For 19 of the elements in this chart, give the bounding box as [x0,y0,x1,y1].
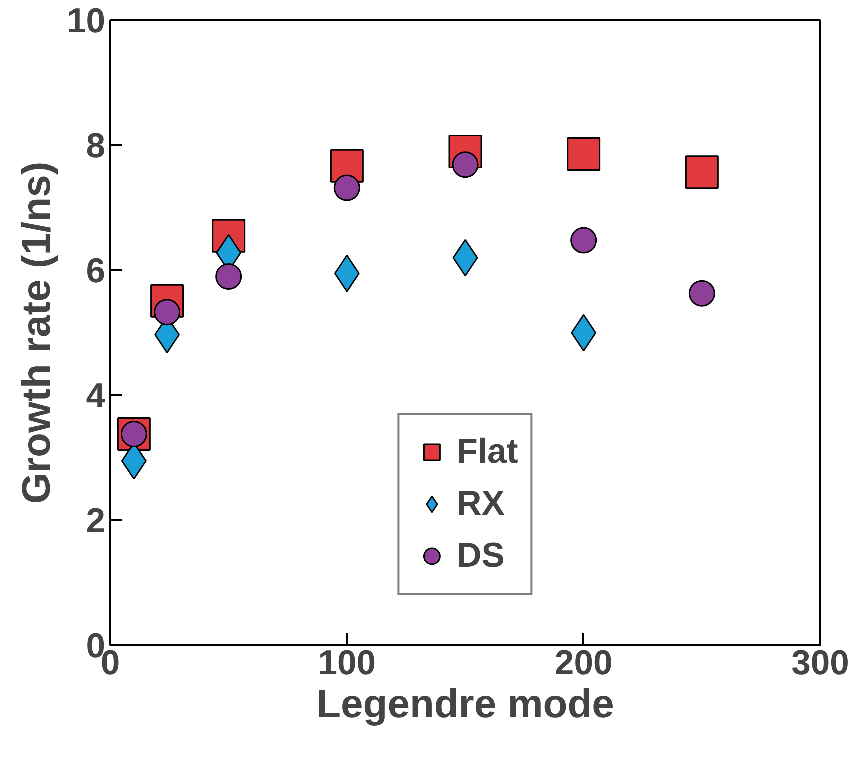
y-tick-label: 4 [86,378,106,416]
x-axis-title: Legendre mode [316,682,614,726]
point [688,280,716,307]
y-axis-title: Growth rate (1/ns) [14,162,59,504]
x-tick-label: 300 [792,644,850,682]
y-tick-label: 2 [86,502,106,540]
legend-label: DS [456,536,505,576]
point [685,156,719,190]
x-tick-label: 100 [318,644,376,682]
legend-label: Flat [456,432,518,472]
point [216,264,242,290]
point [567,138,601,171]
y-tick-label: 8 [86,128,106,166]
y-tick-label: 6 [86,252,106,290]
x-tick-label: 200 [554,644,613,682]
point [334,174,360,202]
y-tick-label: 10 [66,2,106,40]
legend-label: RX [456,484,505,524]
point [570,227,598,254]
